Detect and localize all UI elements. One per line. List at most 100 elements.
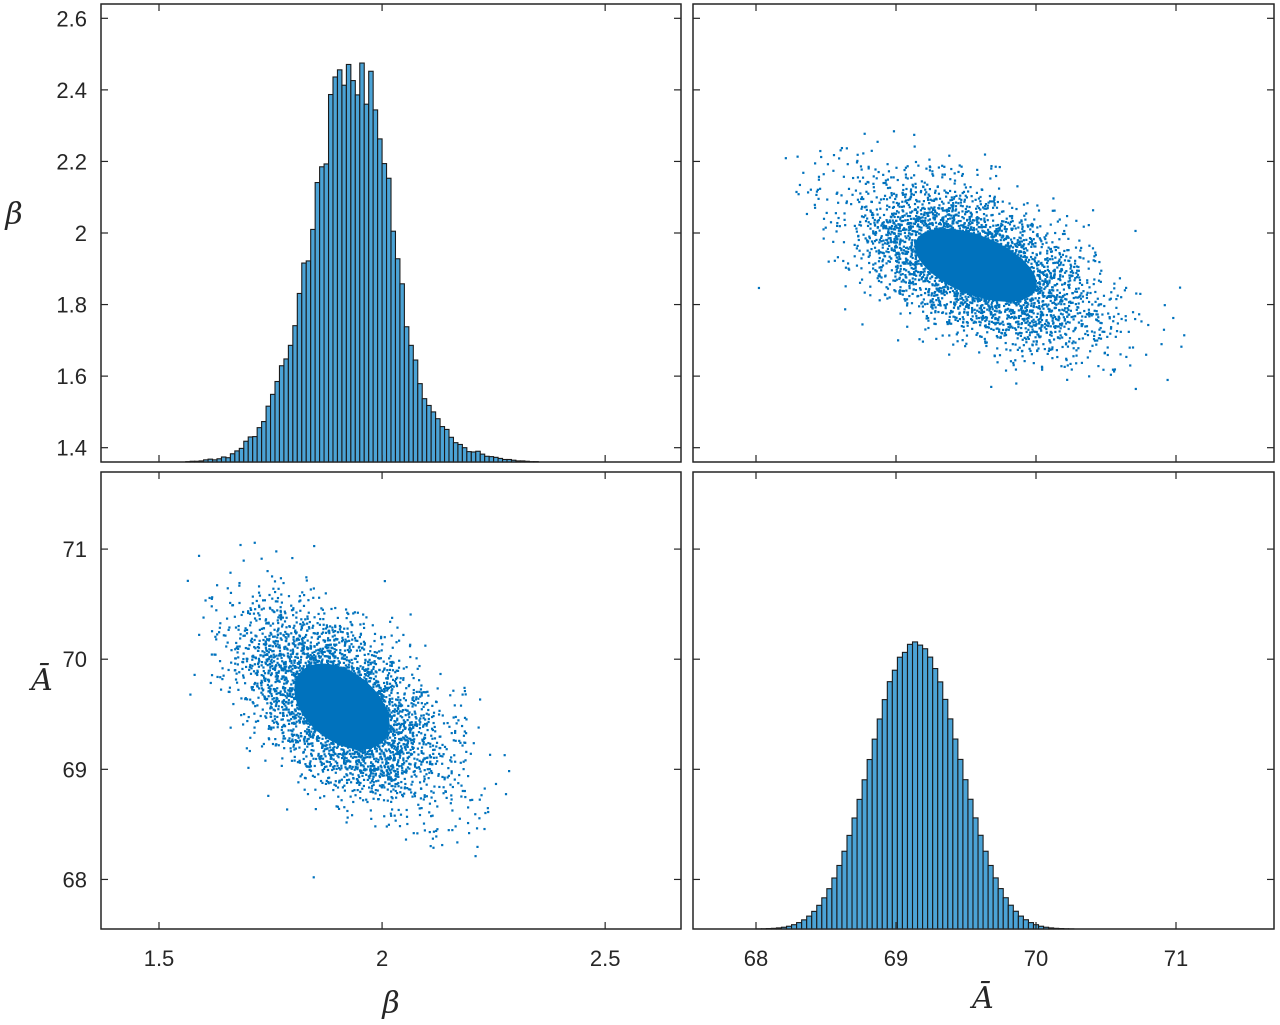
scatter-point — [885, 262, 888, 265]
scatter-point — [1022, 303, 1025, 307]
scatter-point — [1040, 245, 1043, 249]
scatter-point — [980, 223, 983, 227]
scatter-point — [914, 278, 917, 281]
scatter-point — [987, 301, 990, 304]
scatter-point — [1115, 298, 1118, 301]
scatter-point — [935, 294, 938, 297]
scatter-point — [952, 205, 955, 208]
scatter-point — [988, 309, 991, 312]
scatter-point — [1048, 279, 1051, 282]
scatter-point — [946, 191, 949, 195]
scatter-point — [1025, 308, 1028, 312]
scatter-point — [876, 221, 879, 224]
histogram-bar — [296, 292, 303, 463]
scatter-point — [964, 186, 968, 189]
scatter-point — [268, 726, 271, 729]
scatter-point — [954, 205, 958, 208]
scatter-point — [1051, 348, 1054, 351]
scatter-point — [1015, 249, 1018, 252]
scatter-point — [1041, 324, 1044, 327]
scatter-point — [976, 304, 979, 307]
scatter-point — [981, 229, 984, 232]
scatter-point — [919, 272, 922, 275]
scatter-point — [991, 308, 994, 311]
scatter-point — [873, 240, 877, 243]
scatter-point — [904, 173, 907, 176]
scatter-point — [1059, 298, 1063, 302]
scatter-point — [927, 289, 930, 292]
scatter-point — [1011, 206, 1014, 209]
scatter-point — [896, 238, 899, 241]
scatter-point — [1077, 269, 1080, 272]
scatter-point — [882, 225, 885, 228]
scatter-point — [876, 140, 879, 143]
scatter-point — [1013, 311, 1016, 314]
scatter-point — [985, 341, 988, 344]
scatter-point — [1091, 303, 1094, 306]
scatter-point — [914, 220, 918, 224]
scatter-point — [1033, 245, 1036, 248]
scatter-point — [405, 760, 408, 763]
scatter-point — [910, 243, 913, 246]
scatter-point — [817, 175, 821, 178]
scatter-point — [901, 193, 905, 196]
scatter-point — [1063, 229, 1066, 233]
scatter-point — [390, 746, 394, 749]
scatter-point — [892, 192, 896, 195]
scatter-point — [325, 765, 328, 768]
scatter-point — [901, 293, 904, 296]
scatter-point — [1012, 361, 1015, 365]
scatter-point — [1036, 274, 1039, 277]
scatter-point — [870, 213, 874, 217]
scatter-point — [1061, 283, 1064, 286]
scatter-point — [1031, 243, 1034, 246]
histogram-bar — [234, 450, 240, 463]
scatter-point — [1029, 255, 1033, 259]
scatter-point — [934, 277, 937, 280]
scatter-point — [1087, 224, 1090, 227]
scatter-point — [976, 223, 979, 226]
scatter-point — [942, 288, 946, 292]
scatter-point — [886, 178, 890, 181]
scatter-point — [1001, 234, 1004, 237]
scatter-point — [1022, 239, 1025, 242]
scatter-point — [987, 305, 990, 308]
scatter-point — [902, 245, 905, 248]
scatter-point — [975, 211, 978, 214]
scatter-point — [876, 277, 879, 280]
scatter-point — [978, 232, 981, 235]
scatter-point — [1027, 303, 1030, 306]
scatter-point — [1110, 326, 1113, 329]
scatter-point — [1019, 304, 1022, 307]
scatter-point — [899, 230, 902, 233]
scatter-point — [967, 229, 970, 233]
scatter-point — [269, 687, 272, 691]
scatter-point — [932, 199, 936, 202]
scatter-point — [222, 674, 225, 677]
scatter-point — [1048, 281, 1051, 284]
scatter-point — [1110, 291, 1113, 294]
scatter-point — [1048, 308, 1051, 311]
scatter-point — [907, 232, 911, 235]
scatter-point — [894, 239, 897, 242]
scatter-point — [867, 192, 870, 195]
scatter-point — [342, 760, 346, 764]
scatter-point — [987, 326, 991, 329]
scatter-point — [422, 705, 425, 708]
scatter-point — [920, 263, 923, 266]
scatter-point — [1053, 296, 1057, 299]
scatter-point — [1084, 315, 1087, 318]
scatter-point — [870, 240, 874, 243]
scatter-point — [1028, 322, 1031, 325]
scatter-point — [960, 174, 964, 177]
scatter-point — [1027, 261, 1030, 264]
scatter-point — [233, 615, 236, 618]
scatter-point — [1115, 306, 1118, 309]
scatter-point — [1025, 212, 1028, 215]
scatter-point — [848, 268, 851, 271]
scatter-point — [997, 321, 1000, 324]
scatter-point — [988, 200, 992, 203]
scatter-point — [988, 231, 992, 234]
scatter-point — [913, 145, 916, 148]
scatter-point — [1023, 250, 1026, 253]
